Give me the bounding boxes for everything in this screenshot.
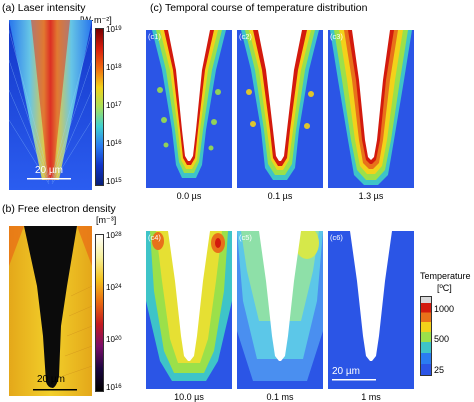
panel-b-title: (b) Free electron density — [2, 203, 116, 215]
temp-panel-c5-time: 0.1 ms — [266, 392, 294, 402]
temp-legend-tick-500: 500 — [434, 334, 450, 344]
panel-b-tick-16: 1016 — [106, 383, 122, 392]
panel-b-tick-24: 1024 — [106, 283, 122, 292]
temp-panel-c2-label: (c2) — [239, 32, 252, 41]
temp-panel-c6: (c6) 20 µm — [328, 231, 414, 389]
panel-b-tick-20: 1020 — [106, 335, 122, 344]
panel-b-scale-bar-label: 20 µm — [37, 374, 65, 385]
temp-panel-c5-label: (c5) — [239, 233, 252, 242]
panel-a-tick-18: 1018 — [106, 63, 122, 72]
electron-density-map: 20 µm — [9, 226, 92, 396]
temp-legend-tick-1000: 1000 — [434, 304, 455, 314]
panel-c-scale-bar-label: 20 µm — [332, 366, 360, 377]
temp-panel-c1-label: (c1) — [148, 32, 161, 41]
panel-a-tick-19: 1019 — [106, 25, 122, 34]
panel-b-unit: [m⁻³] — [96, 215, 117, 225]
panel-b-colorbar — [95, 234, 104, 392]
panel-a-colorbar — [95, 28, 104, 186]
temp-panel-c4-label: (c4) — [148, 233, 161, 242]
temp-panel-c1: (c1) — [146, 30, 232, 188]
panel-a-scale-bar-label: 20 µm — [35, 165, 63, 176]
temp-panel-c3-label: (c3) — [330, 32, 343, 41]
temp-panel-c3: (c3) — [328, 30, 414, 188]
temp-legend-tick-25: 25 — [434, 365, 445, 375]
temp-panel-c4: (c4) — [146, 231, 232, 389]
temp-panel-c1-time: 0.0 µs — [176, 191, 202, 201]
temp-panel-c6-time: 1 ms — [361, 392, 381, 402]
temp-legend-unit: [ºC] — [437, 283, 452, 293]
laser-intensity-map: 20 µm — [9, 20, 92, 190]
panel-a-tick-17: 1017 — [106, 101, 122, 110]
temp-legend-title: Temperature — [420, 271, 471, 281]
temp-panel-c4-time: 10.0 µs — [174, 392, 204, 402]
panel-a-tick-15: 1015 — [106, 177, 122, 186]
temp-panel-c6-label: (c6) — [330, 233, 343, 242]
panel-b-tick-28: 1028 — [106, 231, 122, 240]
temp-panel-c3-time: 1.3 µs — [358, 191, 384, 201]
panel-a-unit: [W·m⁻²] — [80, 15, 112, 25]
temp-legend-colorbar — [420, 296, 432, 376]
panel-a-title: (a) Laser intensity — [2, 2, 86, 14]
temp-panel-c2: (c2) — [237, 30, 323, 188]
panel-c-title: (c) Temporal course of temperature distr… — [150, 2, 368, 14]
temp-panel-c5: (c5) — [237, 231, 323, 389]
panel-a-tick-16: 1016 — [106, 139, 122, 148]
temp-panel-c2-time: 0.1 µs — [267, 191, 293, 201]
